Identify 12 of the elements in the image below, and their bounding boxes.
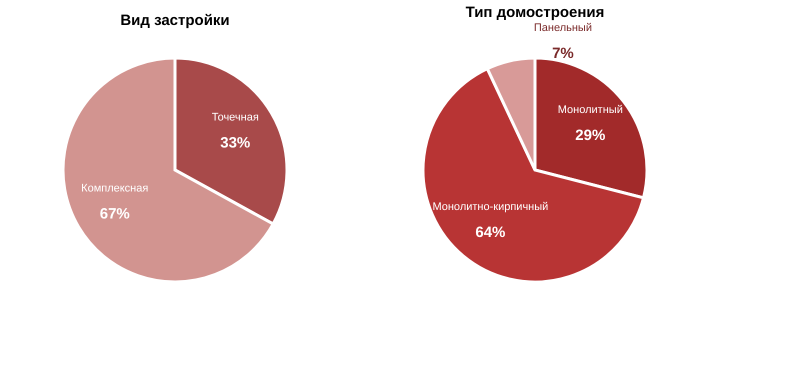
data-label: 33% (220, 134, 250, 152)
data-label: 67% (100, 206, 130, 223)
chart-title: Вид застройки (120, 12, 230, 29)
chart-title: Тип домостроения (466, 4, 604, 22)
slice-label: Монолитный (558, 104, 623, 116)
data-label: 29% (575, 127, 606, 144)
slice-label: Точечная (212, 111, 259, 124)
slice-label: Монолитно-кирпичный (432, 200, 548, 213)
data-label: 7% (552, 45, 574, 62)
data-label: 64% (475, 224, 506, 241)
slice-label: Комплексная (81, 182, 148, 195)
slice-label: Панельный (534, 22, 592, 34)
